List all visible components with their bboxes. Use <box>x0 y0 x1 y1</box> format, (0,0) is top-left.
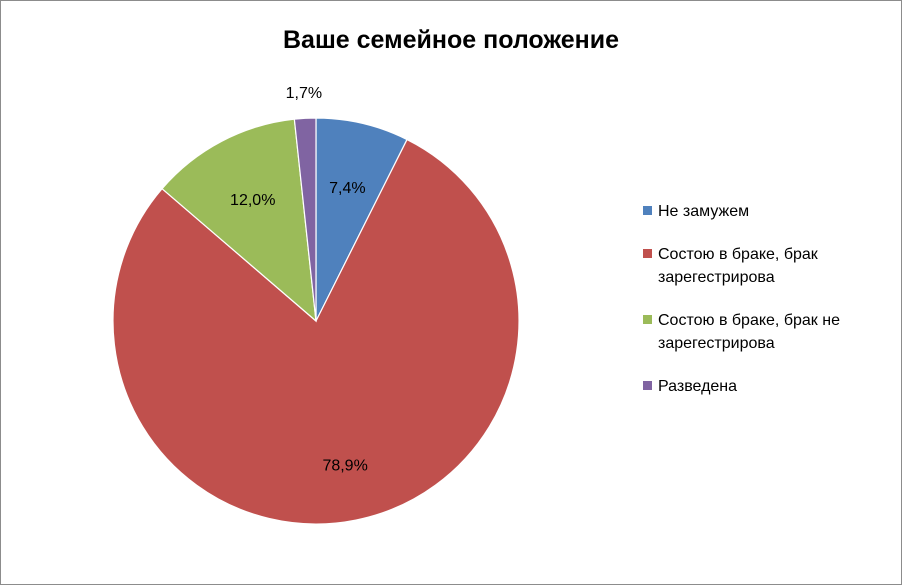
legend-label-married-unregistered: Состою в браке, брак не зарегестрирова <box>658 312 840 352</box>
pie-slice-married-registered <box>112 138 520 525</box>
chart-title: Ваше семейное положение <box>282 26 620 54</box>
pie-slice-married-unregistered <box>161 118 317 323</box>
data-label-divorced: 1,7% <box>286 85 322 102</box>
legend-swatch-divorced <box>643 381 652 390</box>
legend-item-divorced: Разведена <box>641 375 891 398</box>
legend-label-single: Не замужем <box>658 203 750 220</box>
legend-item-married-registered: Состою в браке, брак зарегестрирова <box>641 243 891 289</box>
pie-slice-divorced <box>293 117 317 322</box>
legend-item-single: Не замужем <box>641 200 891 223</box>
legend-swatch-single <box>643 206 652 215</box>
data-label-married-registered: 78,9% <box>322 458 367 475</box>
legend: Не замужем Состою в браке, брак зарегест… <box>641 200 891 398</box>
data-label-single: 7,4% <box>329 180 365 197</box>
legend-swatch-married-registered <box>643 249 652 258</box>
legend-label-divorced: Разведена <box>658 378 738 395</box>
legend-item-married-unregistered: Состою в браке, брак не зарегестрирова <box>641 309 891 355</box>
data-label-married-unregistered: 12,0% <box>230 192 275 209</box>
legend-label-married-registered: Состою в браке, брак зарегестрирова <box>658 246 818 286</box>
legend-swatch-married-unregistered <box>643 315 652 324</box>
